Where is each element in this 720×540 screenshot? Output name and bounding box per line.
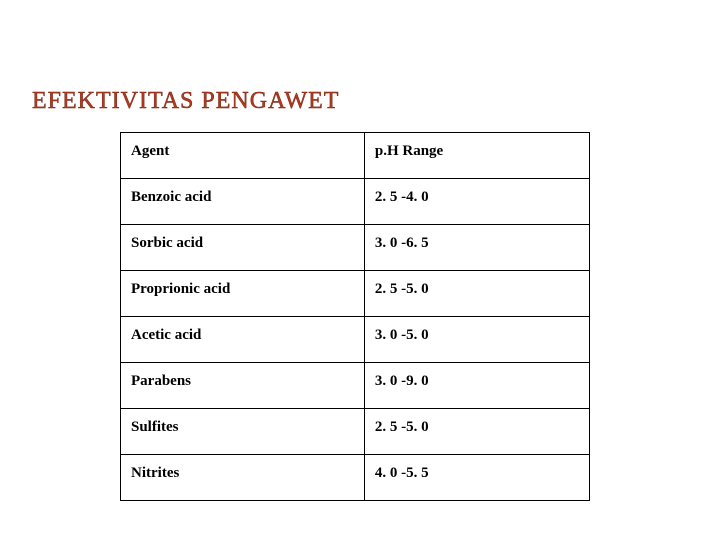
table-row: Sorbic acid 3. 0 -6. 5 bbox=[121, 225, 590, 271]
cell-agent: Proprionic acid bbox=[121, 271, 365, 317]
cell-range: 3. 0 -9. 0 bbox=[364, 363, 589, 409]
cell-agent: Parabens bbox=[121, 363, 365, 409]
preservative-table-wrap: Agent p.H Range Benzoic acid 2. 5 -4. 0 … bbox=[120, 132, 590, 501]
table-row: Acetic acid 3. 0 -5. 0 bbox=[121, 317, 590, 363]
cell-agent: Acetic acid bbox=[121, 317, 365, 363]
cell-range: 2. 5 -4. 0 bbox=[364, 179, 589, 225]
cell-range: 2. 5 -5. 0 bbox=[364, 409, 589, 455]
cell-range: 3. 0 -6. 5 bbox=[364, 225, 589, 271]
column-header-ph-range: p.H Range bbox=[364, 133, 589, 179]
table-row: Nitrites 4. 0 -5. 5 bbox=[121, 455, 590, 501]
page-title: EFEKTIVITAS PENGAWET bbox=[32, 88, 339, 115]
cell-range: 2. 5 -5. 0 bbox=[364, 271, 589, 317]
cell-agent: Sorbic acid bbox=[121, 225, 365, 271]
table-row: Benzoic acid 2. 5 -4. 0 bbox=[121, 179, 590, 225]
table-row: Proprionic acid 2. 5 -5. 0 bbox=[121, 271, 590, 317]
cell-range: 3. 0 -5. 0 bbox=[364, 317, 589, 363]
column-header-agent: Agent bbox=[121, 133, 365, 179]
cell-range: 4. 0 -5. 5 bbox=[364, 455, 589, 501]
table-row: Sulfites 2. 5 -5. 0 bbox=[121, 409, 590, 455]
cell-agent: Nitrites bbox=[121, 455, 365, 501]
cell-agent: Sulfites bbox=[121, 409, 365, 455]
table-row: Parabens 3. 0 -9. 0 bbox=[121, 363, 590, 409]
cell-agent: Benzoic acid bbox=[121, 179, 365, 225]
preservative-table: Agent p.H Range Benzoic acid 2. 5 -4. 0 … bbox=[120, 132, 590, 501]
table-header-row: Agent p.H Range bbox=[121, 133, 590, 179]
